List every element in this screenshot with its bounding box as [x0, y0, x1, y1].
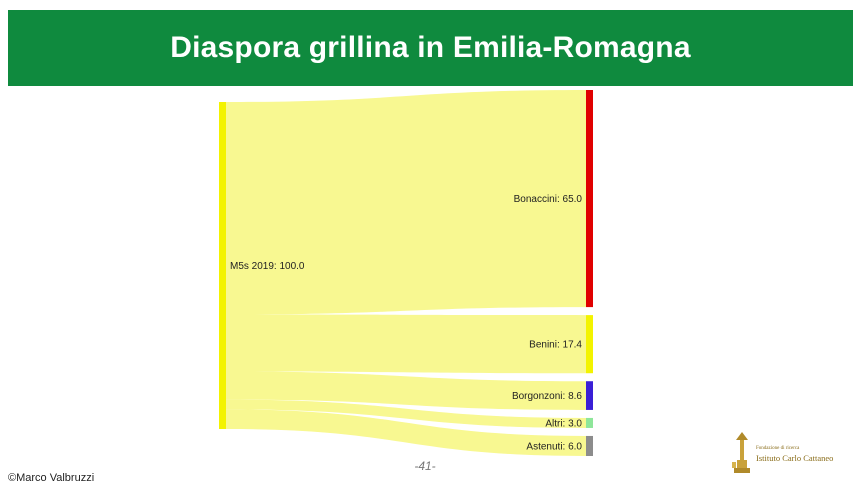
logo-subtitle: Fondazione di ricerca	[756, 446, 800, 451]
sankey-link-astenuti	[226, 409, 586, 456]
sankey-node-source	[219, 102, 226, 429]
sankey-link-benini	[226, 314, 586, 374]
sankey-label-bonaccini: Bonaccini: 65.0	[514, 194, 583, 205]
page-number: -41-	[414, 459, 436, 473]
sankey-label-astenuti: Astenuti: 6.0	[526, 441, 582, 452]
institute-logo: Fondazione di ricerca Istituto Carlo Cat…	[730, 432, 845, 476]
sankey-node-astenuti	[586, 435, 593, 456]
page-title: Diaspora grillina in Emilia-Romagna	[170, 31, 691, 64]
sankey-node-altri	[586, 417, 593, 428]
sankey-node-benini	[586, 315, 593, 374]
sankey-nodes	[219, 90, 593, 456]
sankey-link-borgonzoni	[226, 371, 586, 410]
sankey-label-borgonzoni: Borgonzoni: 8.6	[512, 391, 582, 402]
sankey-links	[226, 90, 586, 456]
sankey-link-altri	[226, 399, 586, 428]
sankey-link-bonaccini	[226, 90, 586, 315]
copyright-text: ©Marco Valbruzzi	[8, 472, 95, 484]
column-icon	[732, 432, 750, 473]
title-bar: Diaspora grillina in Emilia-Romagna	[8, 10, 853, 86]
sankey-label-altri: Altri: 3.0	[545, 418, 582, 429]
sankey-labels: Bonaccini: 65.0 Benini: 17.4 Borgonzoni: 8…	[230, 194, 582, 452]
sankey-node-bonaccini	[586, 90, 593, 308]
logo-name: Istituto Carlo Cattaneo	[756, 453, 834, 463]
sankey-label-source: M5s 2019: 100.0	[230, 261, 305, 272]
sankey-label-benini: Benini: 17.4	[529, 340, 582, 351]
sankey-node-borgonzoni	[586, 381, 593, 410]
